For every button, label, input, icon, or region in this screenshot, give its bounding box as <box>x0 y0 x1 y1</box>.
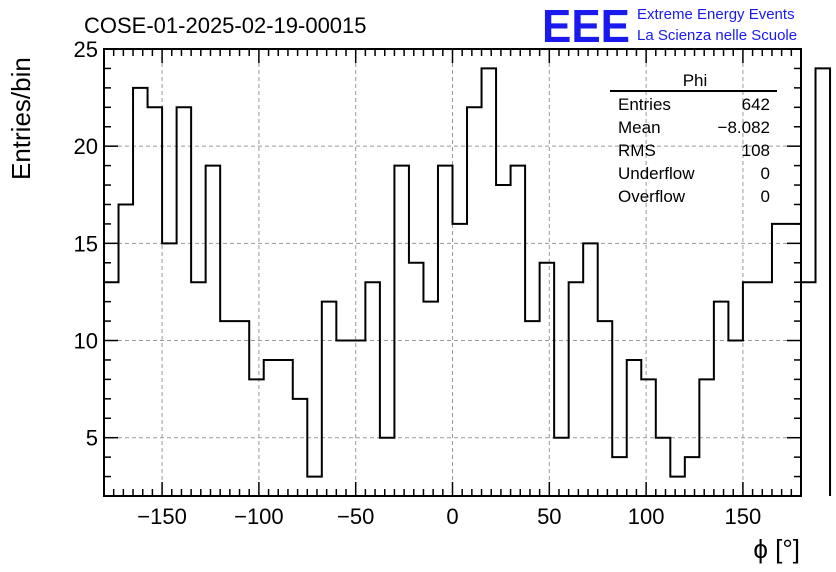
histogram-bin <box>322 302 337 496</box>
histogram-bin <box>438 166 453 496</box>
histogram-bin <box>801 282 816 496</box>
histogram-bin <box>133 88 148 496</box>
histogram-bin <box>598 321 613 496</box>
histogram-bin <box>743 282 758 496</box>
histogram-bin <box>714 302 729 496</box>
stats-box: Phi Entries 642 Mean −8.082 RMS 108 Underflow 0… <box>610 71 777 206</box>
stats-row-label: Underflow <box>618 164 695 183</box>
histogram-bin <box>264 360 279 496</box>
run-title: COSE-01-2025-02-19-00015 <box>84 13 367 38</box>
histogram-bin <box>148 107 163 496</box>
histogram-bin <box>816 68 831 496</box>
histogram-bin <box>569 282 584 496</box>
histogram-bin <box>177 107 192 496</box>
histogram-bin <box>206 166 221 496</box>
histogram-bin <box>467 107 482 496</box>
stats-row-label: Entries <box>618 95 671 114</box>
histogram-bin <box>453 224 468 496</box>
histogram-bin <box>409 263 424 496</box>
histogram-bin <box>220 321 235 496</box>
histogram-bin <box>511 166 526 496</box>
y-tick-label: 20 <box>74 134 98 159</box>
grid <box>104 48 801 496</box>
histogram-bin <box>278 360 293 496</box>
x-tick-label: −50 <box>337 504 374 529</box>
stats-row-value: 0 <box>761 187 770 206</box>
histogram-bin <box>583 243 598 496</box>
stats-box-name: Phi <box>683 71 708 90</box>
stats-row-value: 642 <box>742 95 770 114</box>
x-tick-label: 100 <box>628 504 665 529</box>
stats-row-label: Overflow <box>618 187 686 206</box>
stats-row-value: 0 <box>761 164 770 183</box>
stats-row-label: RMS <box>618 141 656 160</box>
x-tick-label: 150 <box>725 504 762 529</box>
histogram-bin <box>540 263 555 496</box>
histogram-bin <box>772 224 787 496</box>
histogram-bin <box>496 185 511 496</box>
histogram-bin <box>104 282 119 496</box>
histogram-bin <box>699 379 714 496</box>
histogram-bin <box>757 282 772 496</box>
axis-ticks <box>104 48 801 497</box>
histogram-bin <box>235 321 250 496</box>
histogram-bin <box>249 379 264 496</box>
histogram-bin <box>119 204 134 496</box>
stats-row-value: 108 <box>742 141 770 160</box>
histogram-bin <box>336 341 351 496</box>
stats-rows: Entries 642 Mean −8.082 RMS 108 Underflow 0 Over… <box>618 95 770 206</box>
histogram-bin <box>641 379 656 496</box>
histogram-bin <box>307 477 322 496</box>
histogram-bin <box>191 282 206 496</box>
histogram-bin <box>394 166 409 496</box>
histogram-bin <box>656 438 671 496</box>
histogram-bin <box>612 457 627 496</box>
histogram-bin <box>554 438 569 496</box>
histogram-bin <box>728 341 743 496</box>
y-axis-title: Entries/bin <box>6 57 36 180</box>
x-tick-label: −150 <box>137 504 187 529</box>
x-tick-label: 0 <box>446 504 458 529</box>
histogram-bin <box>423 302 438 496</box>
y-tick-label: 15 <box>74 231 98 256</box>
y-tick-label: 10 <box>74 329 98 354</box>
logo-line-1: Extreme Energy Events <box>637 6 795 23</box>
histogram-bin <box>525 321 540 496</box>
histogram-bin <box>670 477 685 496</box>
histogram-bin <box>380 438 395 496</box>
logo-mark: EEE <box>542 0 630 52</box>
x-axis-title: ϕ [°] <box>753 534 800 564</box>
eee-logo: EEE Extreme Energy Events La Scienza nel… <box>542 0 797 52</box>
histogram-bin <box>351 341 366 496</box>
histogram-bin <box>482 68 497 496</box>
y-tick-label: 5 <box>86 426 98 451</box>
histogram-bin <box>162 243 177 496</box>
x-tick-label: −100 <box>234 504 284 529</box>
histogram-bin <box>365 282 380 496</box>
x-tick-label: 50 <box>537 504 561 529</box>
stats-row-label: Mean <box>618 118 661 137</box>
histogram-outline <box>103 67 832 496</box>
tick-labels: −150 −100 −50 0 50 100 150 5 10 15 20 25 <box>74 37 762 529</box>
y-tick-label: 25 <box>74 37 98 62</box>
stats-row-value: −8.082 <box>718 118 770 137</box>
histogram-bin <box>293 399 308 496</box>
histogram-bin <box>685 457 700 496</box>
logo-line-2: La Scienza nelle Scuole <box>637 27 797 44</box>
histogram-bin <box>627 360 642 496</box>
